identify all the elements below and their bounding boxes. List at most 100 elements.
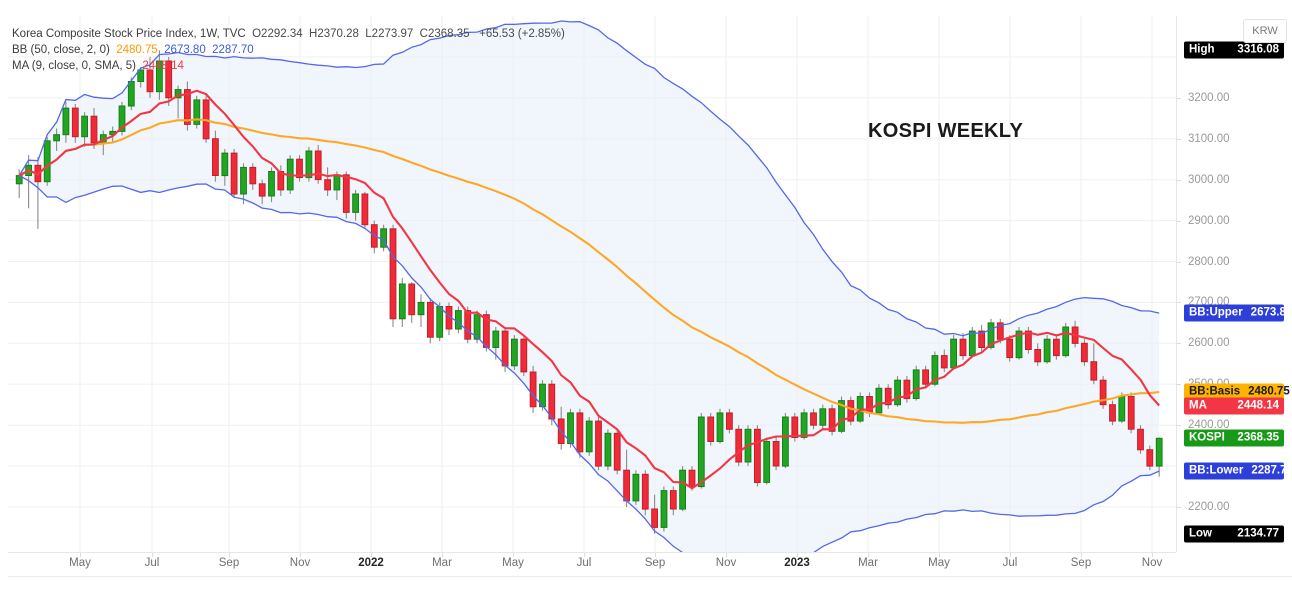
price-tick-label: 2600.00	[1188, 337, 1230, 350]
price-badge-bb-upper[interactable]: BB:Upper 2673.80	[1184, 304, 1292, 322]
candle-body	[735, 428, 743, 463]
candle-body	[333, 174, 341, 191]
time-tick-mark	[1010, 553, 1011, 557]
candle-body	[417, 301, 425, 316]
price-badge-kospi[interactable]: KOSPI 2368.35	[1184, 429, 1284, 447]
price-badge-low[interactable]: Low 2134.77	[1184, 525, 1284, 543]
bb-upper-line	[18, 20, 1160, 337]
candle-body	[903, 379, 911, 400]
candle-body	[314, 150, 322, 181]
candle-body	[408, 283, 416, 316]
candle-body	[501, 330, 509, 367]
price-badge-value: 2673.80	[1250, 306, 1292, 319]
price-scale[interactable]: 2200.002400.002500.002600.002700.002800.…	[1176, 0, 1292, 576]
legend-close: C2368.35	[419, 28, 470, 40]
candle-body	[987, 322, 995, 348]
candle-body	[324, 179, 332, 191]
candle-body	[548, 383, 556, 420]
price-badge-bb-lower[interactable]: BB:Lower 2287.70	[1184, 462, 1292, 480]
candle-body	[277, 171, 285, 191]
candle-body	[221, 152, 229, 177]
time-tick-mark	[371, 553, 372, 557]
price-badge-value: 2368.35	[1237, 431, 1279, 444]
price-badge-bb-basis[interactable]: BB:Basis 2480.75	[1184, 383, 1290, 401]
price-badge-ma[interactable]: MA 2448.14	[1184, 397, 1284, 414]
time-scale[interactable]: May Jul Sep Nov 2022 Mar May Jul Sep Nov 2023 Mar Ma…	[8, 552, 1236, 577]
price-tick-mark	[1176, 138, 1181, 140]
candle-body	[71, 107, 79, 138]
time-tick-label: 2022	[358, 557, 384, 569]
candle-body	[361, 193, 369, 226]
legend-open: O2292.34	[252, 28, 303, 40]
candle-body	[43, 140, 51, 183]
candle-body	[539, 383, 546, 408]
candle-body	[1025, 330, 1032, 351]
legend-bb-line[interactable]: BB (50, close, 2, 0) 2480.75 2673.80 228…	[12, 42, 565, 58]
price-badge-label: BB:Upper	[1189, 306, 1243, 319]
price-badge-label: BB:Basis	[1189, 385, 1241, 398]
legend-ma-value: 2448.14	[142, 60, 184, 72]
candle-body	[884, 387, 892, 406]
time-tick-mark	[300, 553, 301, 557]
candle-body	[576, 412, 584, 453]
candle-body	[305, 150, 313, 179]
candle-body	[1006, 338, 1014, 359]
price-badge-value: 2134.77	[1237, 527, 1279, 540]
time-tick-mark	[513, 553, 514, 557]
price-tick-label: 2800.00	[1188, 255, 1230, 268]
legend-ma-name: MA (9, close, 0, SMA, 5)	[12, 60, 136, 72]
bb-lower-line	[18, 175, 1160, 552]
candle-body	[1109, 404, 1116, 422]
legend-ma-line[interactable]: MA (9, close, 0, SMA, 5) 2448.14	[12, 58, 565, 74]
candle-body	[53, 134, 61, 142]
time-tick-label: May	[69, 557, 91, 569]
candle-body	[1146, 449, 1154, 467]
candle-body	[1118, 396, 1126, 422]
time-tick-mark	[152, 553, 153, 557]
time-tick-label: Mar	[432, 557, 452, 569]
candle-body	[90, 115, 98, 144]
price-tick-label: 3200.00	[1188, 91, 1230, 104]
legend-bb-basis-value: 2480.75	[116, 44, 158, 56]
chart-legend: Korea Composite Stock Price Index, 1W, T…	[12, 26, 565, 74]
candle-body	[651, 508, 659, 528]
candle-body	[118, 105, 126, 132]
candle-body	[1137, 428, 1144, 451]
candle-body	[81, 115, 88, 138]
currency-badge[interactable]: KRW	[1243, 19, 1287, 43]
legend-bb-upper-value: 2673.80	[164, 44, 206, 56]
candle-body	[613, 432, 621, 471]
candle-body	[707, 416, 715, 442]
candle-body	[912, 369, 920, 399]
candle-body	[978, 330, 986, 349]
candle-body	[268, 171, 275, 197]
candle-body	[772, 441, 780, 467]
time-tick-mark	[726, 553, 727, 557]
time-tick-mark	[1152, 553, 1153, 557]
candle-body	[669, 490, 677, 510]
price-tick-label: 2400.00	[1188, 419, 1230, 432]
price-chart-plot[interactable]	[8, 16, 1176, 552]
legend-symbol-line[interactable]: Korea Composite Stock Price Index, 1W, T…	[12, 26, 565, 42]
price-badge-value: 2287.70	[1251, 464, 1292, 477]
price-tick-label: 3100.00	[1188, 132, 1230, 145]
candle-body	[847, 400, 855, 422]
candle-body	[520, 338, 528, 373]
time-tick-label: Sep	[218, 557, 240, 569]
candle-body	[473, 314, 481, 340]
candle-body	[193, 99, 201, 125]
price-badge-value: 2448.14	[1237, 399, 1279, 411]
bb-basis-line	[18, 118, 1160, 424]
time-tick-label: 2023	[784, 557, 810, 569]
candle-body	[632, 473, 640, 502]
legend-low: L2273.97	[365, 28, 414, 40]
candle-body	[296, 158, 303, 179]
candle-body	[1081, 342, 1088, 363]
candle-body	[427, 301, 434, 338]
price-badge-high[interactable]: High 3316.08	[1184, 41, 1284, 59]
candle-body	[464, 310, 472, 340]
time-tick-label: Jul	[576, 557, 592, 569]
candle-body	[716, 412, 724, 442]
candle-body	[968, 330, 976, 357]
candle-body	[959, 338, 967, 357]
